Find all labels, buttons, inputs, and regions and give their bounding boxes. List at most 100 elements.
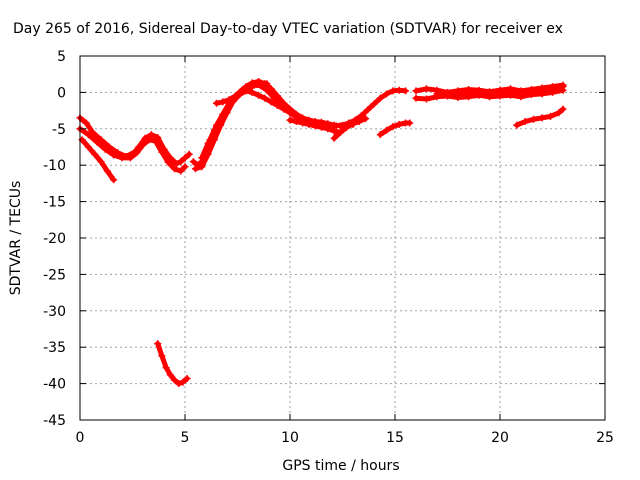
data-point xyxy=(286,109,294,117)
data-point xyxy=(97,158,105,166)
data-point xyxy=(324,125,332,133)
data-point xyxy=(395,86,403,94)
data-point xyxy=(89,128,97,136)
data-point xyxy=(395,120,403,128)
data-point xyxy=(166,371,174,379)
data-point xyxy=(181,163,189,171)
data-point xyxy=(154,340,162,348)
data-point xyxy=(179,378,187,386)
data-point xyxy=(362,115,370,123)
data-point xyxy=(97,136,105,144)
data-point xyxy=(103,167,111,175)
y-tick-label: -30 xyxy=(43,304,66,320)
data-point xyxy=(496,89,504,97)
data-point xyxy=(305,120,313,128)
y-tick-label: -20 xyxy=(43,231,66,247)
series-trace-b xyxy=(76,125,189,175)
series-trace-d xyxy=(154,340,191,388)
data-point xyxy=(517,90,525,98)
data-point xyxy=(126,154,134,162)
series-group xyxy=(76,78,567,388)
data-point xyxy=(158,352,166,360)
data-point xyxy=(423,95,430,103)
data-point xyxy=(406,119,414,127)
data-point xyxy=(383,90,391,98)
data-point xyxy=(84,143,92,151)
y-tick-label: -10 xyxy=(43,158,66,174)
data-point xyxy=(311,122,319,130)
tick-marks xyxy=(79,55,606,421)
data-point xyxy=(118,154,126,162)
data-point xyxy=(110,151,118,159)
data-point xyxy=(286,116,294,124)
y-tick-label: -15 xyxy=(43,195,66,211)
y-tick-label: -45 xyxy=(43,413,66,429)
data-point xyxy=(376,94,384,102)
data-point xyxy=(189,158,197,166)
data-point xyxy=(145,136,153,144)
data-point xyxy=(91,150,99,158)
series-trace-k xyxy=(376,119,414,139)
data-point xyxy=(261,94,269,102)
data-point xyxy=(546,112,554,120)
series-trace-j xyxy=(330,115,370,142)
data-point xyxy=(175,380,183,388)
data-point xyxy=(185,150,193,158)
data-point xyxy=(147,131,155,139)
data-point xyxy=(370,100,378,108)
data-point xyxy=(364,106,372,114)
x-tick-label: 0 xyxy=(76,430,85,446)
x-axis-title: GPS time / hours xyxy=(282,458,399,474)
data-point xyxy=(299,119,307,127)
data-point xyxy=(164,158,172,166)
data-point xyxy=(181,154,189,162)
data-point xyxy=(139,141,147,149)
y-tick-label: 5 xyxy=(57,49,66,65)
data-point xyxy=(93,138,101,146)
data-point xyxy=(486,88,493,96)
chart-title: Day 265 of 2016, Sidereal Day-to-day VTE… xyxy=(13,21,563,37)
data-point xyxy=(513,121,521,129)
y-tick-label: -5 xyxy=(52,122,66,138)
data-point xyxy=(183,375,191,382)
y-tick-labels: 5 0 -5 -10 -15 -20 -25 -30 -35 -40 -45 xyxy=(43,49,66,429)
data-point xyxy=(133,149,141,157)
data-point xyxy=(82,119,90,127)
data-point xyxy=(330,127,338,135)
data-point xyxy=(559,83,567,91)
x-tick-label: 10 xyxy=(281,430,299,446)
data-point xyxy=(423,85,430,93)
data-point xyxy=(84,131,92,139)
data-point xyxy=(336,122,344,130)
data-point xyxy=(507,88,514,96)
x-tick-label: 20 xyxy=(491,430,509,446)
data-point xyxy=(549,85,556,93)
data-point xyxy=(412,87,420,95)
data-point xyxy=(292,118,300,125)
data-point xyxy=(444,91,451,99)
data-point xyxy=(110,176,118,184)
y-tick-label: -35 xyxy=(43,340,66,356)
x-tick-label: 25 xyxy=(596,430,614,446)
y-tick-label: 0 xyxy=(57,85,66,101)
data-point xyxy=(521,118,529,125)
data-point xyxy=(162,364,170,372)
data-point xyxy=(318,123,325,131)
data-point xyxy=(177,158,185,166)
data-point xyxy=(555,109,563,117)
data-point xyxy=(376,131,384,139)
data-point xyxy=(267,85,275,93)
data-point xyxy=(217,116,225,124)
data-point xyxy=(538,114,546,122)
x-tick-label: 15 xyxy=(386,430,404,446)
data-point xyxy=(173,160,181,168)
data-point xyxy=(330,134,338,142)
data-point xyxy=(171,376,178,384)
series-trace-o xyxy=(513,105,567,129)
y-tick-label: -25 xyxy=(43,267,66,283)
data-point xyxy=(454,88,462,96)
data-point xyxy=(263,80,271,88)
series-trace-h xyxy=(213,79,271,107)
